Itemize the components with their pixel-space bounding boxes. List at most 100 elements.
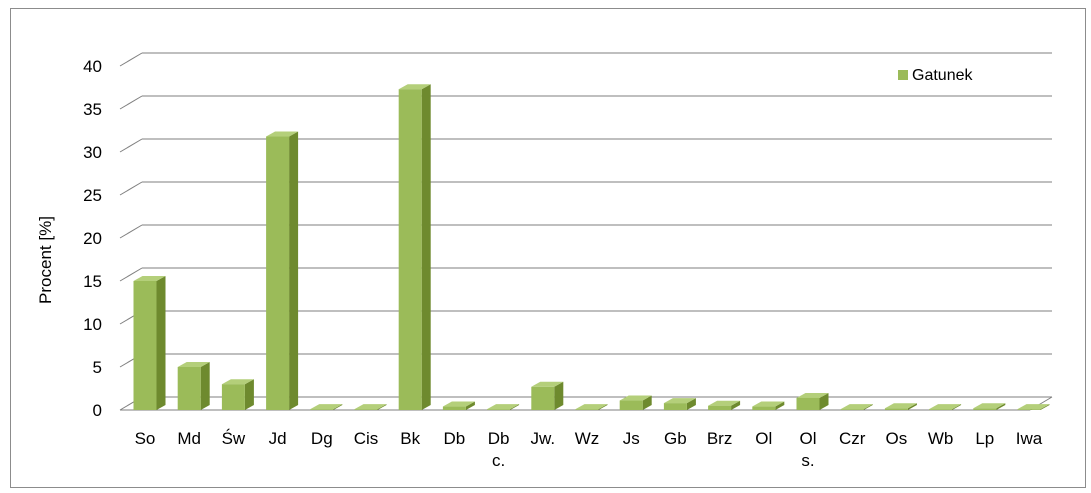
x-axis-ticks: So Md Św Jd Dg Cis Bk Db Db c. Jw. Wz Js Gb Brz Ol Ol s. C… [135,429,1043,470]
bar-front [442,406,466,410]
bar-side [996,403,1006,410]
bar-top [310,404,343,410]
bar-side [686,398,696,410]
bar-side [377,404,387,410]
x-tick-label: Db [444,429,466,448]
bar [840,404,873,410]
bar-side [819,392,829,410]
x-tick-label: Lp [975,429,994,448]
y-tick-label: 30 [83,143,102,162]
bar-top [531,381,564,387]
bar-side [244,379,254,410]
bar [354,404,387,410]
bar [708,400,741,410]
legend: Gatunek [898,67,973,84]
bar [177,362,210,410]
y-axis-label: Procent [%] [36,216,55,304]
bar-side [554,381,564,410]
bar [221,379,254,410]
y-tick-label: 35 [83,100,102,119]
y-tick-label: 5 [93,358,102,377]
gridlines [119,52,1053,411]
bar [1017,404,1050,410]
bar-front [708,405,732,410]
bar-front [929,409,953,410]
x-tick-label: Gb [664,429,687,448]
bar-side [156,276,166,410]
bar [487,404,520,410]
x-tick-label: Ol s. [800,429,817,470]
bar-front [266,136,290,410]
bar-front [487,409,511,410]
bar-side [200,362,210,410]
bar-side [642,395,652,410]
x-tick-label: Js [623,429,640,448]
bar-side [465,401,475,410]
bar-top [398,84,431,90]
gridline-diagonal [119,224,143,239]
bar-top [619,395,652,401]
bar-front [531,386,555,410]
bar [796,392,829,410]
bar-top [177,362,210,367]
x-tick-label: Wz [575,429,600,448]
x-tick-label: Jd [269,429,287,448]
bar-side [333,404,343,410]
bar-side [289,131,299,410]
y-tick-label: 40 [83,57,102,76]
bar-front [310,409,334,410]
y-tick-label: 15 [83,272,102,291]
bar-top [840,404,873,410]
bar-front [354,409,378,410]
bar-front [575,409,599,410]
bar [310,404,343,410]
x-tick-label: Czr [839,429,866,448]
y-tick-label: 20 [83,229,102,248]
x-tick-label: So [135,429,156,448]
bar-front [663,403,687,410]
bar [929,404,962,410]
bar-side [598,404,608,410]
legend-label: Gatunek [912,67,973,84]
bar-front [133,281,157,410]
bar-front [619,400,643,410]
bar-side [510,404,520,410]
bar [266,131,299,410]
bar [752,401,785,410]
bar-side [421,84,431,410]
x-tick-label: Bk [400,429,420,448]
bar-top [221,379,254,385]
bar-front [221,384,245,410]
bar-top [1017,404,1050,410]
bar-side [907,403,917,410]
bar [619,395,652,410]
x-tick-label: Ol [755,429,772,448]
x-tick-label: Iwa [1016,429,1043,448]
bar-side [952,404,962,410]
x-tick-label: Cis [354,429,379,448]
bar-front [973,408,997,410]
bar-front [177,367,201,410]
bar [575,404,608,410]
bar-front [884,408,908,410]
x-tick-label: Md [177,429,201,448]
x-tick-label: Św [222,429,246,448]
y-tick-label: 25 [83,186,102,205]
y-tick-label: 10 [83,315,102,334]
bar-side [1040,404,1050,410]
bar-top [752,401,785,407]
bar [398,84,431,410]
bar-front [398,89,422,410]
bar-top [487,404,520,410]
bar-top [708,400,741,406]
bar-top [266,131,299,137]
bar [531,381,564,410]
bar [884,403,917,410]
y-axis-ticks: 0 5 10 15 20 25 30 35 40 [83,57,102,420]
bar-top [354,404,387,410]
x-tick-label: Wb [928,429,954,448]
gridline-diagonal [119,52,143,67]
legend-swatch [898,70,908,80]
bar-top [884,403,917,409]
bar-top [973,403,1006,409]
